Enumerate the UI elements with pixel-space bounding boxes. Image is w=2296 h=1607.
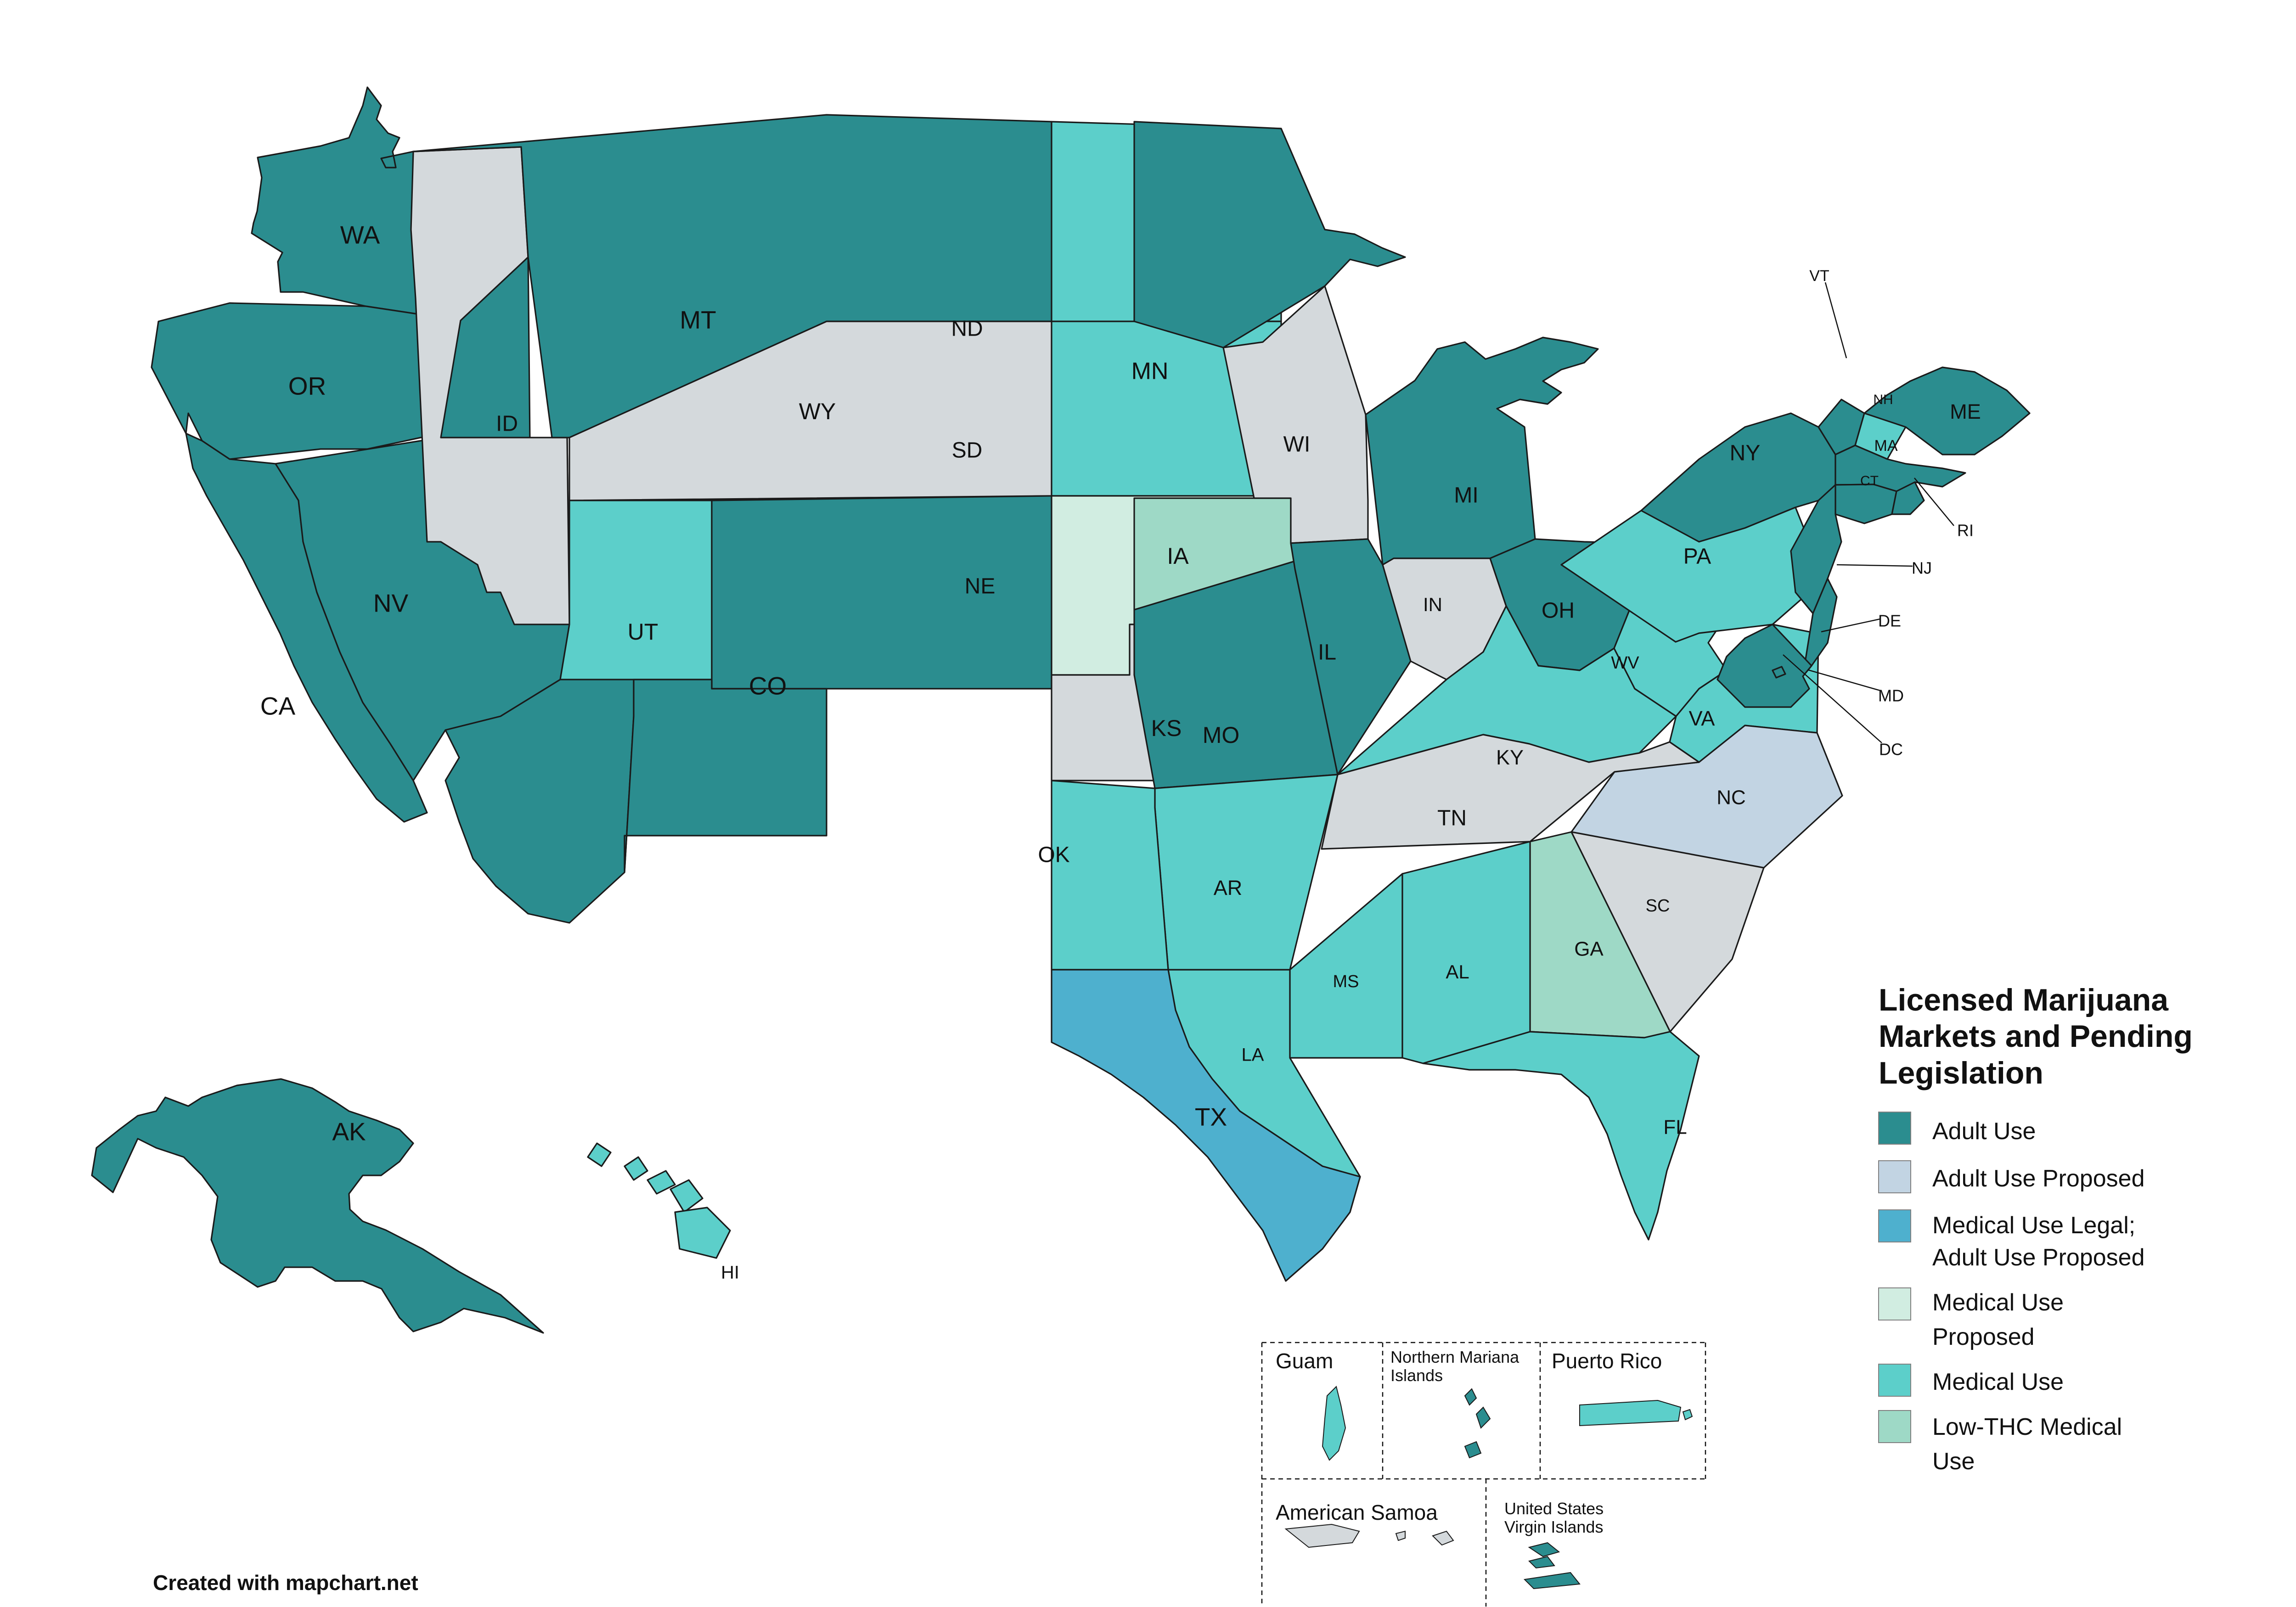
svg-text:OK: OK <box>1038 843 1069 867</box>
svg-text:VA: VA <box>1689 707 1715 730</box>
svg-text:WI: WI <box>1283 433 1311 457</box>
svg-text:TN: TN <box>1437 806 1467 831</box>
svg-text:MD: MD <box>1878 686 1904 705</box>
svg-text:HI: HI <box>721 1263 739 1283</box>
svg-text:Medical Use Legal;: Medical Use Legal; <box>1932 1212 2135 1239</box>
svg-text:United States: United States <box>1504 1499 1604 1518</box>
svg-text:OR: OR <box>288 372 326 400</box>
svg-text:Islands: Islands <box>1390 1366 1443 1385</box>
svg-text:ME: ME <box>1950 400 1981 423</box>
svg-text:MO: MO <box>1203 722 1240 748</box>
svg-text:Adult Use Proposed: Adult Use Proposed <box>1932 1244 2145 1271</box>
svg-text:MN: MN <box>1131 358 1169 385</box>
svg-text:Proposed: Proposed <box>1932 1324 2035 1350</box>
svg-text:RI: RI <box>1957 521 1974 540</box>
svg-text:VT: VT <box>1809 267 1829 285</box>
svg-text:NY: NY <box>1730 441 1761 466</box>
svg-text:SC: SC <box>1646 896 1670 916</box>
svg-text:Medical Use: Medical Use <box>1932 1369 2064 1395</box>
svg-text:Low-THC Medical: Low-THC Medical <box>1932 1414 2122 1440</box>
svg-text:PA: PA <box>1683 545 1711 569</box>
svg-text:Medical Use: Medical Use <box>1932 1289 2064 1316</box>
svg-text:Licensed Marijuana: Licensed Marijuana <box>1879 983 2169 1017</box>
svg-text:MA: MA <box>1874 437 1898 455</box>
svg-text:AL: AL <box>1446 961 1469 983</box>
svg-text:WA: WA <box>340 221 380 249</box>
svg-text:DE: DE <box>1878 612 1901 630</box>
svg-text:Northern Mariana: Northern Mariana <box>1390 1348 1519 1366</box>
svg-text:MS: MS <box>1333 972 1359 991</box>
svg-text:NV: NV <box>373 589 409 618</box>
svg-text:KY: KY <box>1496 746 1524 769</box>
svg-text:IL: IL <box>1318 641 1336 665</box>
svg-text:NH: NH <box>1873 392 1893 407</box>
svg-text:WY: WY <box>799 399 836 424</box>
svg-text:Guam: Guam <box>1276 1349 1333 1373</box>
svg-text:ND: ND <box>951 317 983 341</box>
svg-text:ID: ID <box>496 412 518 436</box>
svg-text:Legislation: Legislation <box>1879 1056 2043 1090</box>
svg-text:Adult Use Proposed: Adult Use Proposed <box>1932 1165 2145 1192</box>
svg-text:UT: UT <box>628 619 658 645</box>
svg-text:CA: CA <box>260 692 296 720</box>
svg-text:GA: GA <box>1574 938 1604 961</box>
svg-text:CT: CT <box>1860 473 1879 489</box>
svg-text:Created with mapchart.net: Created with mapchart.net <box>153 1571 418 1595</box>
svg-text:IN: IN <box>1423 594 1442 615</box>
svg-text:AR: AR <box>1214 876 1243 899</box>
svg-text:NE: NE <box>965 574 996 599</box>
svg-text:IA: IA <box>1167 543 1189 569</box>
svg-text:DC: DC <box>1879 740 1903 759</box>
svg-text:Use: Use <box>1932 1448 1975 1475</box>
svg-text:KS: KS <box>1151 715 1182 741</box>
svg-text:MI: MI <box>1454 483 1478 508</box>
svg-text:NJ: NJ <box>1912 559 1932 578</box>
svg-text:American Samoa: American Samoa <box>1276 1500 1438 1524</box>
svg-text:OH: OH <box>1542 599 1575 623</box>
svg-text:Adult Use: Adult Use <box>1932 1118 2036 1145</box>
svg-text:Markets and Pending: Markets and Pending <box>1879 1019 2193 1054</box>
svg-text:CO: CO <box>749 672 787 700</box>
svg-text:WV: WV <box>1611 653 1639 673</box>
svg-text:AK: AK <box>332 1118 366 1146</box>
svg-text:FL: FL <box>1663 1116 1687 1139</box>
svg-text:SD: SD <box>952 438 983 463</box>
svg-text:Puerto Rico: Puerto Rico <box>1552 1349 1662 1373</box>
svg-text:TX: TX <box>1195 1103 1227 1131</box>
svg-text:MT: MT <box>680 306 716 334</box>
svg-text:NC: NC <box>1716 787 1746 809</box>
svg-text:LA: LA <box>1242 1045 1264 1065</box>
svg-text:Virgin Islands: Virgin Islands <box>1504 1517 1603 1536</box>
